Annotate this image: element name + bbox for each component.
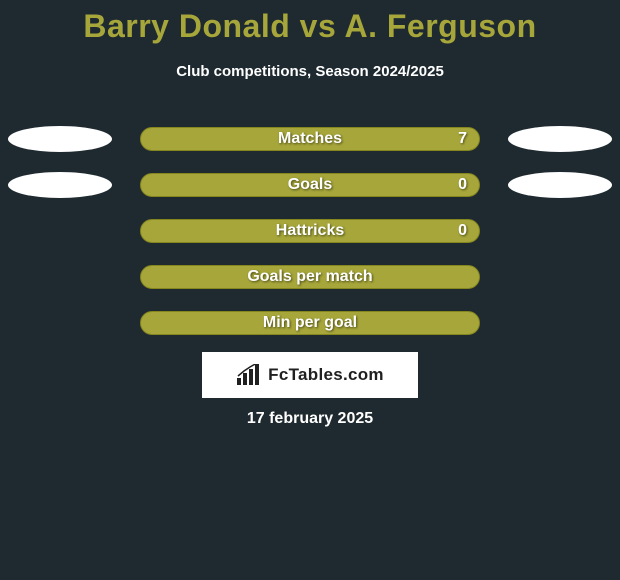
right-marker-ellipse (508, 172, 612, 198)
stat-label: Min per goal (263, 314, 357, 332)
stat-value: 7 (458, 130, 467, 148)
stat-bar: Hattricks 0 (140, 219, 480, 243)
watermark: FcTables.com (202, 352, 418, 398)
stat-label: Goals per match (247, 268, 372, 286)
stat-row: Matches 7 (0, 116, 620, 162)
left-marker-ellipse (8, 172, 112, 198)
bar-chart-icon (236, 364, 262, 386)
stat-value: 0 (458, 222, 467, 240)
stat-label: Hattricks (276, 222, 344, 240)
stat-bar: Goals per match (140, 265, 480, 289)
stat-bar: Min per goal (140, 311, 480, 335)
stat-row: Min per goal (0, 300, 620, 346)
left-marker-ellipse (8, 126, 112, 152)
stat-row: Goals per match (0, 254, 620, 300)
footer-date: 17 february 2025 (0, 410, 620, 428)
stat-label: Matches (278, 130, 342, 148)
season-subtitle: Club competitions, Season 2024/2025 (0, 63, 620, 80)
page-title: Barry Donald vs A. Ferguson (0, 0, 620, 45)
stat-label: Goals (288, 176, 332, 194)
stat-value: 0 (458, 176, 467, 194)
right-marker-ellipse (508, 126, 612, 152)
comparison-infographic: Barry Donald vs A. Ferguson Club competi… (0, 0, 620, 580)
stat-bar: Matches 7 (140, 127, 480, 151)
stat-rows: Matches 7 Goals 0 Hattricks 0 Goals per match M… (0, 116, 620, 346)
stat-row: Goals 0 (0, 162, 620, 208)
watermark-text: FcTables.com (268, 365, 384, 385)
stat-bar: Goals 0 (140, 173, 480, 197)
stat-row: Hattricks 0 (0, 208, 620, 254)
